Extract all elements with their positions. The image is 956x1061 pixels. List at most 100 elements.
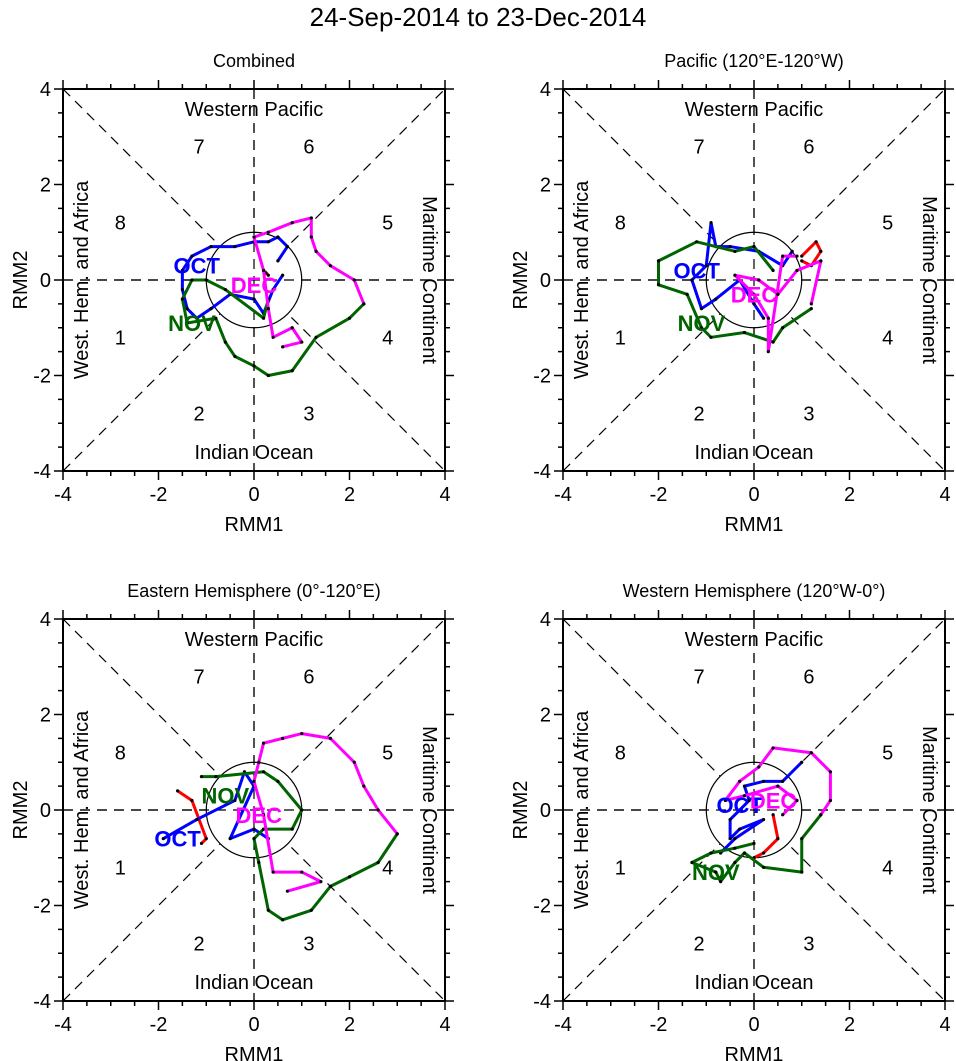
day-point — [185, 321, 189, 325]
phase-number-label: 1 — [115, 327, 126, 349]
month-label-dec: DEC — [731, 282, 778, 307]
panel-title: Pacific (120°E-120°W) — [664, 51, 843, 71]
chart-title: 24-Sep-2014 to 23-Dec-2014 — [309, 2, 647, 32]
day-point — [761, 865, 766, 869]
day-point — [257, 760, 261, 764]
y-axis-label: RMM2 — [510, 781, 532, 840]
x-tick-label: 4 — [939, 484, 950, 506]
y-tick-label: 4 — [540, 79, 551, 101]
day-point — [781, 326, 785, 330]
month-label-nov: NOV — [692, 860, 740, 885]
panel-title: Western Hemisphere (120°W-0°) — [623, 581, 886, 601]
day-point — [223, 287, 227, 292]
region-label-bottom: Indian Ocean — [195, 442, 314, 464]
x-tick-label: 0 — [248, 1014, 259, 1036]
x-tick-label: -4 — [554, 1014, 572, 1036]
day-point — [309, 235, 313, 239]
day-point — [319, 880, 323, 884]
day-point — [190, 278, 194, 282]
y-tick-label: -4 — [533, 461, 551, 483]
day-point — [285, 889, 290, 893]
x-tick-label: 0 — [248, 484, 259, 506]
day-point — [800, 254, 804, 258]
day-point — [757, 278, 761, 282]
day-point — [281, 345, 285, 349]
phase-number-label: 6 — [303, 666, 314, 688]
day-point — [819, 249, 823, 253]
day-point — [771, 268, 775, 273]
day-point — [209, 307, 213, 311]
day-point — [185, 307, 189, 311]
region-label-right: Maritime Continent — [418, 726, 440, 894]
day-point — [261, 741, 266, 745]
day-point — [752, 302, 756, 306]
trajectory-nov — [201, 770, 399, 922]
day-point — [809, 307, 813, 311]
day-point — [195, 316, 199, 320]
phase-number-label: 1 — [115, 857, 126, 879]
x-tick-label: 2 — [344, 1014, 355, 1036]
x-tick-label: 4 — [939, 1014, 950, 1036]
day-point — [285, 244, 290, 249]
day-point — [228, 837, 232, 841]
day-point — [742, 784, 747, 788]
day-point — [252, 837, 256, 841]
day-point — [223, 340, 227, 344]
day-point — [733, 837, 737, 841]
day-point — [771, 746, 775, 750]
day-point — [742, 794, 747, 798]
day-point — [752, 292, 756, 296]
day-point — [271, 335, 275, 339]
region-label-top: Western Pacific — [185, 99, 324, 121]
trajectory-oct — [180, 235, 289, 320]
day-point — [328, 264, 332, 268]
day-point — [204, 837, 208, 841]
x-tick-label: 4 — [439, 484, 450, 506]
day-point — [199, 841, 204, 846]
month-label-oct: OCT — [673, 258, 720, 283]
day-point — [795, 254, 799, 258]
day-point — [252, 364, 256, 368]
phase-number-label: 7 — [194, 666, 205, 688]
day-point — [819, 813, 823, 817]
diagonal-line — [62, 618, 446, 1002]
day-point — [709, 221, 713, 225]
region-label-bottom: Indian Ocean — [195, 972, 314, 994]
phase-number-label: 4 — [882, 327, 893, 349]
y-tick-label: -4 — [33, 991, 51, 1013]
y-tick-label: 4 — [540, 609, 551, 631]
phase-number-label: 1 — [615, 857, 626, 879]
day-point — [809, 302, 813, 306]
diagonal-line — [562, 88, 946, 472]
day-point — [809, 751, 813, 755]
x-axis-label: RMM1 — [725, 514, 784, 536]
day-point — [695, 240, 699, 244]
x-tick-label: 4 — [439, 1014, 450, 1036]
y-tick-label: -2 — [533, 366, 551, 388]
y-tick-label: -2 — [33, 366, 51, 388]
day-point — [704, 264, 708, 268]
diagonal-line — [562, 618, 946, 1002]
panel-title: Eastern Hemisphere (0°-120°E) — [127, 581, 381, 601]
phase-number-label: 3 — [803, 404, 814, 426]
day-point — [714, 297, 718, 301]
day-point — [209, 244, 213, 249]
region-label-left: West. Hem. and Africa — [71, 180, 93, 379]
y-tick-label: -2 — [533, 896, 551, 918]
y-tick-label: 0 — [540, 270, 551, 292]
day-point — [309, 908, 313, 912]
phase-number-label: 7 — [194, 136, 205, 158]
day-point — [233, 354, 237, 358]
day-point — [266, 307, 270, 311]
day-point — [290, 326, 294, 330]
diagonal-line — [62, 88, 446, 472]
day-point — [800, 259, 804, 263]
day-point — [199, 774, 204, 779]
day-point — [738, 779, 742, 783]
day-point — [747, 798, 751, 803]
day-point — [733, 860, 737, 865]
phase-number-label: 5 — [882, 743, 893, 765]
day-point — [362, 302, 366, 306]
day-point — [828, 770, 833, 774]
day-point — [761, 817, 766, 822]
